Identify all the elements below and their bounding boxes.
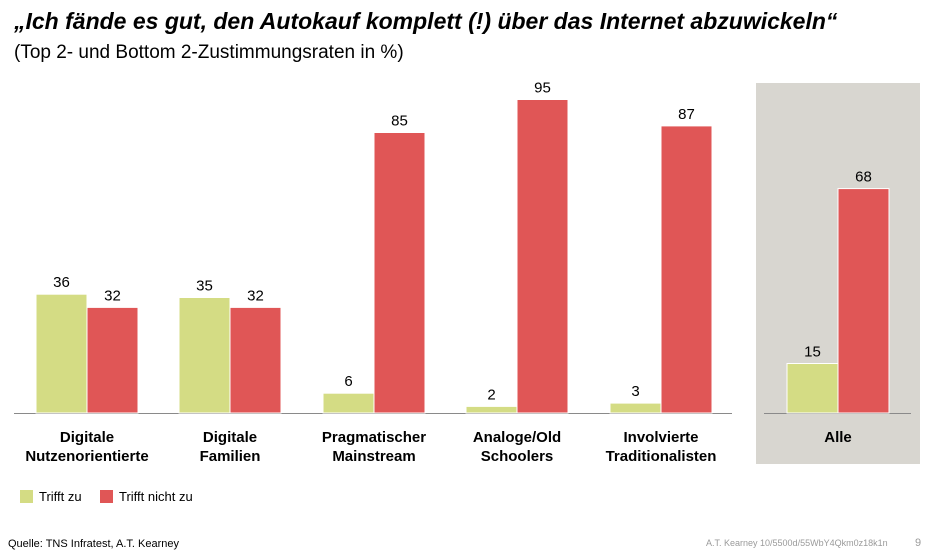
value-label-trifft-zu-digitale-nutzenorientierte: 36 [53,274,70,291]
category-label-digitale-familien-line-2: Familien [200,448,261,465]
bar-trifft-nicht-zu-digitale-nutzenorientierte [86,306,139,414]
legend-swatch-trifft-nicht-zu [100,490,113,503]
bar-trifft-zu-digitale-familien [178,297,231,414]
value-label-trifft-nicht-zu-involvierte-traditionalisten: 87 [678,106,695,123]
legend-swatch-trifft-zu [20,490,33,503]
value-label-trifft-nicht-zu-pragmatischer-mainstream: 85 [391,113,408,130]
bar-trifft-zu-pragmatischer-mainstream [322,392,375,414]
category-label-pragmatischer-mainstream-line-2: Mainstream [332,448,415,465]
category-label-analoge-old-schoolers-line-2: Schoolers [481,448,554,465]
chart-title: „Ich fände es gut, den Autokauf komplett… [14,8,838,34]
value-label-trifft-zu-alle: 15 [804,344,821,361]
bar-trifft-nicht-zu-pragmatischer-mainstream [373,132,426,414]
category-label-involvierte-traditionalisten-line-1: Involvierte [623,429,698,446]
value-label-trifft-nicht-zu-digitale-familien: 32 [247,287,264,304]
value-label-trifft-nicht-zu-analoge-old-schoolers: 95 [534,80,551,97]
value-label-trifft-zu-analoge-old-schoolers: 2 [487,386,495,403]
category-label-analoge-old-schoolers-line-1: Analoge/Old [473,429,561,446]
bar-trifft-zu-alle [786,363,839,414]
category-label-alle: Alle [824,429,852,446]
category-label-pragmatischer-mainstream-line-1: Pragmatischer [322,429,426,446]
bar-trifft-zu-digitale-nutzenorientierte [35,293,88,414]
bar-trifft-nicht-zu-analoge-old-schoolers [516,99,569,414]
document-id: A.T. Kearney 10/5500d/55WbY4Qkm0z18k1n [706,538,888,548]
source-note: Quelle: TNS Infratest, A.T. Kearney [8,538,179,550]
bar-trifft-nicht-zu-digitale-familien [229,306,282,414]
value-label-trifft-nicht-zu-digitale-nutzenorientierte: 32 [104,287,121,304]
category-label-digitale-familien-line-1: Digitale [203,429,257,446]
bar-trifft-zu-analoge-old-schoolers [465,405,518,414]
value-label-trifft-zu-digitale-familien: 35 [196,278,213,295]
bar-trifft-zu-involvierte-traditionalisten [609,402,662,414]
value-label-trifft-zu-pragmatischer-mainstream: 6 [344,373,352,390]
category-label-digitale-nutzenorientierte-line-1: Digitale [60,429,114,446]
bar-trifft-nicht-zu-alle [837,188,890,414]
legend-label-trifft-zu: Trifft zu [39,489,82,504]
page-number: 9 [915,537,922,549]
category-label-digitale-nutzenorientierte-line-2: Nutzenorientierte [25,448,148,465]
value-label-trifft-nicht-zu-alle: 68 [855,169,872,186]
bar-trifft-nicht-zu-involvierte-traditionalisten [660,125,713,414]
value-label-trifft-zu-involvierte-traditionalisten: 3 [631,383,639,400]
legend-label-trifft-nicht-zu: Trifft nicht zu [119,489,193,504]
chart-subtitle: (Top 2- und Bottom 2-Zustimmungsraten in… [14,42,404,63]
category-label-involvierte-traditionalisten-line-2: Traditionalisten [606,448,717,465]
